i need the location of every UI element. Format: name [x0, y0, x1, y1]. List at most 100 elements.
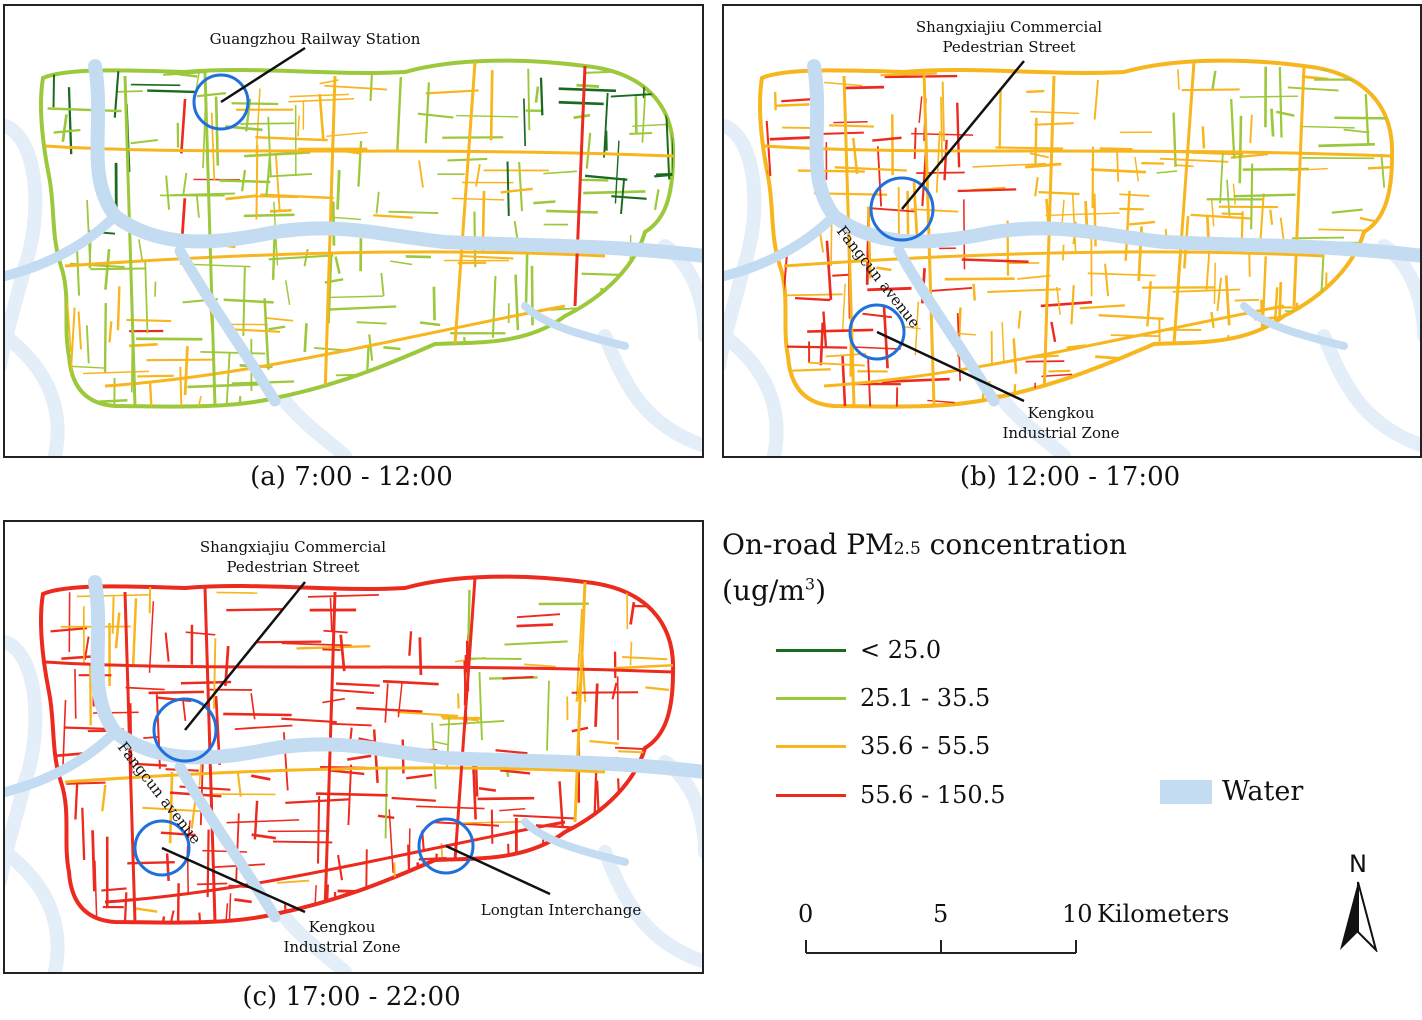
road — [391, 796, 436, 802]
road — [234, 724, 293, 730]
road — [303, 248, 309, 267]
road — [807, 328, 874, 333]
road — [1201, 126, 1206, 149]
road — [1334, 116, 1393, 120]
road — [83, 370, 149, 375]
scale-tick-5: 5 — [933, 900, 949, 928]
road — [122, 892, 128, 923]
road — [495, 749, 528, 755]
road — [1124, 190, 1131, 261]
road — [876, 266, 892, 272]
road — [451, 197, 505, 201]
road — [1029, 152, 1049, 159]
road — [513, 814, 576, 820]
road — [77, 311, 83, 350]
road — [475, 164, 481, 187]
road — [101, 784, 107, 812]
road — [179, 366, 183, 407]
road — [206, 829, 210, 898]
road — [199, 760, 204, 826]
road — [66, 781, 106, 785]
road — [557, 374, 564, 407]
road — [1233, 193, 1296, 198]
road — [269, 208, 292, 213]
road — [1230, 153, 1269, 159]
arterial-0 — [44, 660, 674, 674]
road — [368, 334, 374, 361]
road — [160, 831, 196, 837]
road — [1071, 193, 1077, 252]
river-east — [521, 818, 629, 866]
road — [499, 807, 526, 812]
road — [1385, 301, 1392, 327]
road — [47, 856, 51, 876]
arterial-5 — [453, 61, 477, 345]
road — [640, 841, 674, 846]
annotation-label-0: Guangzhou Railway Station — [210, 30, 421, 48]
road — [1211, 70, 1217, 91]
north-label: N — [1349, 850, 1367, 878]
road — [185, 631, 216, 636]
road — [1017, 274, 1051, 280]
road — [61, 835, 65, 863]
road — [260, 193, 334, 200]
road — [1079, 304, 1125, 310]
road — [255, 640, 322, 644]
road — [396, 76, 403, 152]
road — [954, 332, 976, 336]
road — [347, 754, 372, 761]
caption-c: (c) 17:00 - 22:00 — [242, 982, 461, 1012]
road — [819, 231, 825, 253]
road — [944, 277, 1015, 281]
arterial-4 — [323, 591, 337, 913]
road — [1056, 286, 1061, 315]
road — [406, 773, 433, 780]
road — [1378, 71, 1393, 77]
river-main — [88, 575, 702, 779]
road — [1034, 117, 1038, 165]
road — [214, 96, 220, 166]
road — [1040, 300, 1093, 308]
road — [397, 681, 403, 718]
road — [53, 128, 81, 134]
road — [895, 387, 899, 407]
road — [478, 672, 483, 741]
road — [75, 244, 81, 296]
road — [505, 864, 568, 871]
road — [66, 302, 72, 352]
road — [164, 632, 170, 662]
road — [867, 286, 912, 292]
road — [183, 346, 189, 396]
road — [941, 81, 945, 142]
road — [775, 103, 810, 108]
road — [641, 92, 647, 143]
road — [130, 83, 181, 87]
road — [580, 831, 651, 837]
road — [478, 787, 497, 792]
road — [50, 627, 88, 633]
road — [337, 889, 392, 894]
road — [581, 178, 609, 182]
road — [165, 175, 171, 210]
road — [116, 90, 143, 93]
road — [504, 640, 568, 646]
road — [417, 112, 454, 119]
road — [330, 216, 361, 221]
road — [584, 174, 628, 181]
arterial-2 — [823, 304, 1285, 388]
road — [1181, 88, 1240, 92]
outer-river-2 — [1317, 329, 1420, 452]
road — [425, 89, 479, 95]
legend-label-0: < 25.0 — [860, 636, 942, 664]
road — [516, 613, 561, 619]
leader-line-2 — [445, 844, 551, 896]
road — [263, 298, 270, 370]
road — [168, 910, 175, 923]
road — [200, 350, 266, 355]
road — [433, 740, 449, 746]
highlight-circle-1 — [133, 819, 191, 877]
road — [288, 97, 355, 103]
road — [808, 361, 865, 367]
road — [265, 317, 294, 322]
road — [787, 345, 848, 349]
